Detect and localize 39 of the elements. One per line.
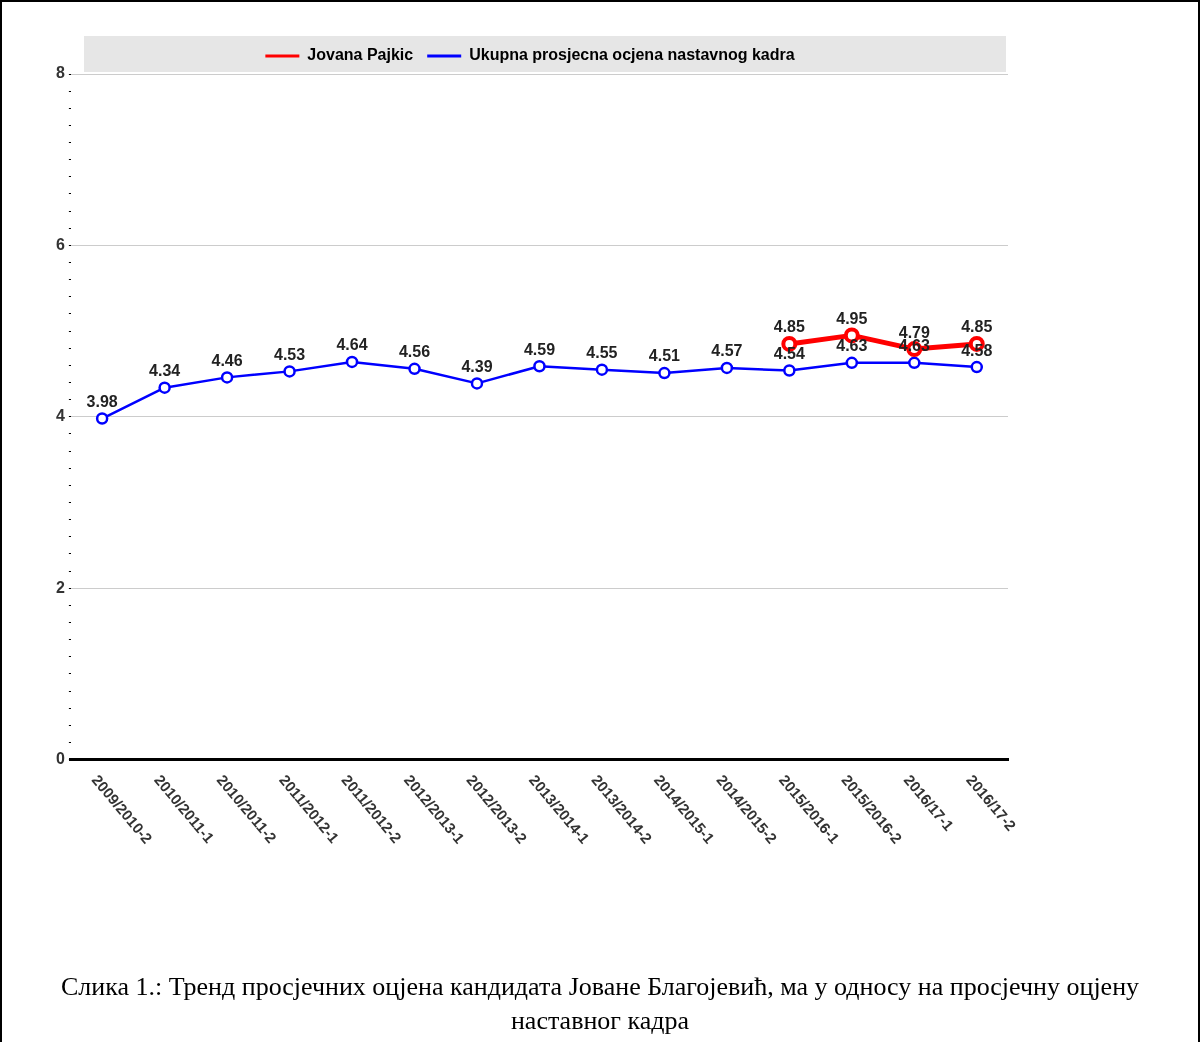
data-label: 4.85 — [773, 318, 806, 336]
data-label: 4.59 — [523, 340, 556, 358]
data-label: 4.34 — [149, 362, 181, 380]
point — [158, 381, 171, 394]
data-label: 4.46 — [211, 351, 243, 369]
point — [408, 362, 421, 376]
point — [845, 356, 859, 370]
data-label: 4.95 — [836, 309, 868, 327]
point — [345, 355, 359, 369]
data-label: 4.57 — [711, 342, 743, 360]
point — [908, 356, 921, 370]
point — [95, 412, 109, 425]
point — [970, 360, 984, 374]
legend-label: Jovana Pajkic — [307, 46, 414, 64]
point — [220, 371, 234, 384]
data-label: 4.63 — [836, 337, 868, 355]
data-label: 4.55 — [586, 344, 618, 362]
data-label: 4.53 — [273, 345, 306, 363]
point — [658, 366, 671, 380]
point — [720, 361, 734, 375]
y-tick-label: 2 — [55, 578, 65, 596]
text: Слика 1.: Тренд просјечних оцјена кандидата Јоване Благојевић, ма у односу на просјечну оцјену наставног кадра — [59, 971, 1141, 1037]
y-tick-label: 4 — [55, 407, 65, 425]
legend-label: Ukupna prosjecna ocjena nastavnog kadra — [469, 46, 795, 64]
data-label: 4.56 — [398, 343, 431, 361]
point — [783, 364, 796, 377]
data-label: 4.85 — [961, 318, 993, 336]
data-label: 4.64 — [336, 336, 368, 354]
data-label: 4.54 — [773, 344, 806, 362]
y-tick-label: 0 — [55, 750, 65, 768]
y-tick-label: 6 — [55, 235, 65, 253]
point — [533, 359, 546, 373]
data-label: 3.98 — [86, 392, 118, 410]
y-tick-label: 8 — [55, 64, 65, 82]
data-label: 4.51 — [648, 347, 681, 365]
data-label: 4.39 — [461, 357, 493, 375]
point — [595, 363, 609, 376]
point — [470, 377, 484, 390]
point — [283, 365, 296, 378]
